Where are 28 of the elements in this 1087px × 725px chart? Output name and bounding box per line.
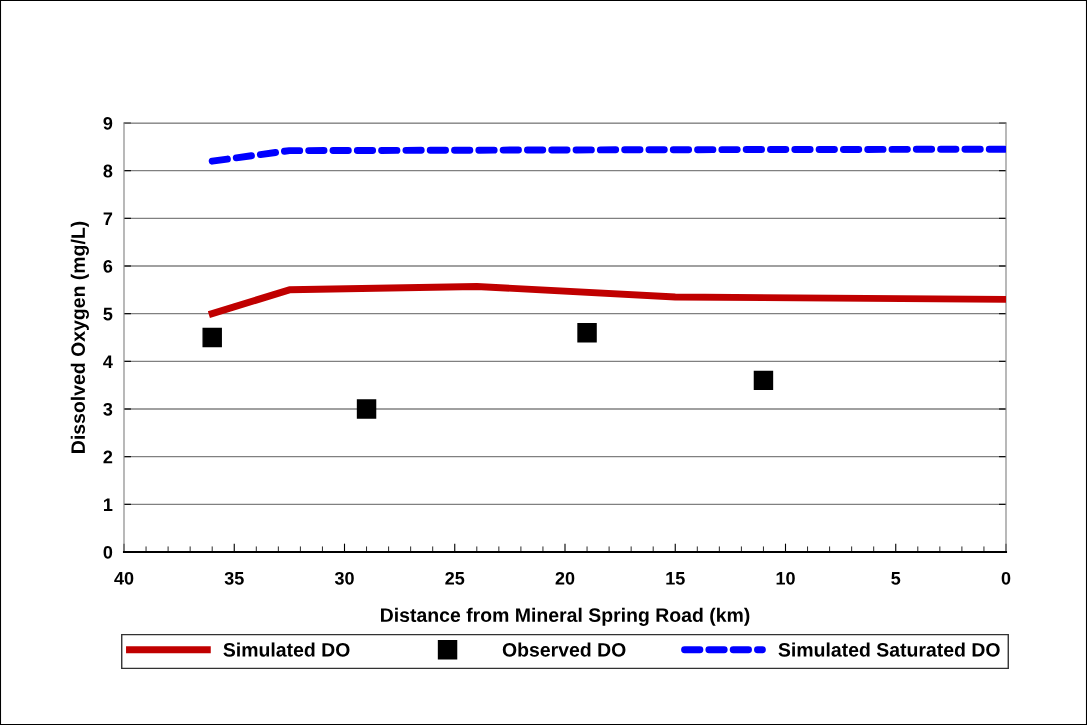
x-tick-label: 40 (114, 571, 134, 585)
y-tick-label: 6 (103, 259, 113, 273)
legend-label: Simulated Saturated DO (778, 642, 1000, 657)
y-tick-label: 5 (103, 307, 113, 321)
point (356, 399, 377, 419)
x-axis-title: Distance from Mineral Spring Road (km) (381, 607, 750, 626)
legend-label: Observed DO (502, 642, 626, 657)
x-tick-label: 35 (224, 571, 244, 585)
x-tick-label: 30 (334, 571, 354, 585)
y-axis-title: Dissolved Oxygen (mg/L) (70, 221, 89, 453)
y-tick-label: 7 (103, 212, 113, 225)
point (577, 323, 597, 343)
x-tick-label: 25 (445, 571, 465, 585)
legend-label: Simulated DO (223, 642, 350, 657)
y-tick-label: 9 (103, 116, 113, 130)
y-tick-label: 8 (103, 164, 113, 178)
x-tick-label: 10 (776, 571, 795, 585)
x-tick-label: 0 (1001, 571, 1011, 585)
y-tick-label: 4 (103, 355, 113, 368)
y-tick-label: 1 (103, 498, 113, 511)
point (202, 327, 222, 348)
x-tick-label: 20 (555, 571, 575, 585)
x-tick-label: 15 (666, 572, 685, 585)
y-tick-label: 2 (103, 450, 113, 464)
y-tick-label: 3 (103, 402, 113, 416)
x-tick-label: 5 (891, 572, 901, 585)
y-tick-label: 0 (103, 545, 113, 559)
point (753, 370, 774, 391)
